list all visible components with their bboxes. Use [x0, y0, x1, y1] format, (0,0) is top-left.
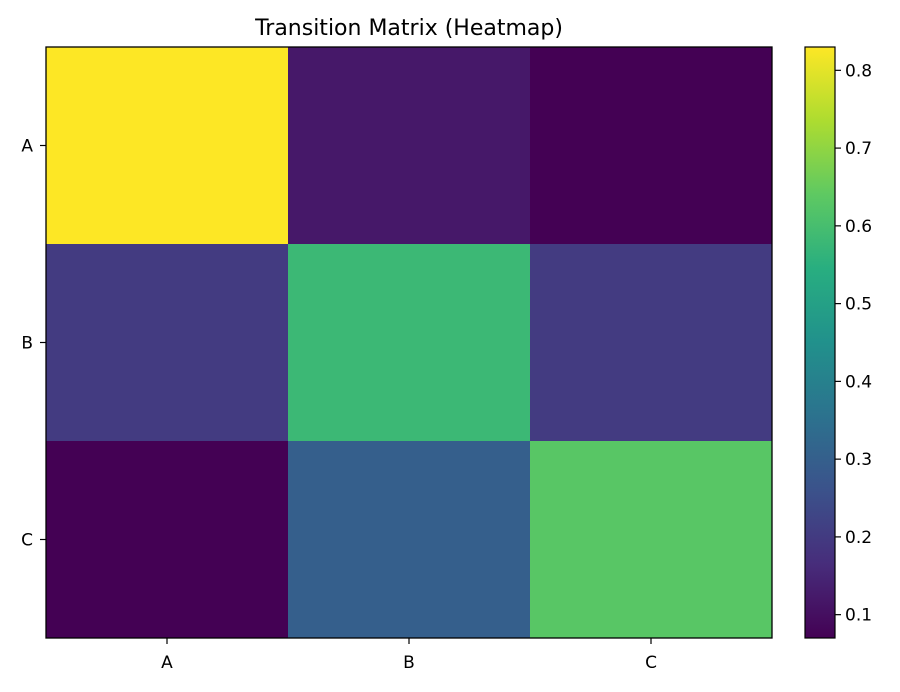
colorbar-tick-label: 0.2 — [845, 528, 872, 548]
y-tick-label: B — [21, 334, 33, 354]
colorbar-tick-label: 0.4 — [845, 372, 872, 392]
heatmap-cell — [288, 441, 531, 639]
chart-title: Transition Matrix (Heatmap) — [254, 16, 563, 41]
colorbar-tick-label: 0.6 — [845, 217, 872, 237]
y-tick-label: C — [21, 531, 33, 551]
x-tick-label: A — [161, 653, 173, 673]
x-tick-label: C — [645, 653, 657, 673]
heatmap-cell — [46, 47, 289, 245]
y-axis: A B C — [21, 137, 46, 551]
heatmap-cell — [288, 47, 531, 245]
heatmap-cell — [530, 47, 773, 245]
heatmap-cell — [46, 244, 289, 442]
heatmap-cells — [46, 47, 773, 639]
x-axis: A B C — [161, 638, 657, 673]
colorbar-tick-label: 0.8 — [845, 61, 872, 81]
colorbar — [804, 46, 836, 639]
heatmap-cell — [288, 244, 531, 442]
colorbar-tick-label: 0.5 — [845, 295, 872, 315]
heatmap-cell — [46, 441, 289, 639]
colorbar-axis: 0.1 0.2 0.3 0.4 0.5 0.6 0.7 0.8 — [835, 61, 872, 626]
x-tick-label: B — [403, 653, 415, 673]
heatmap-cell — [530, 441, 773, 639]
heatmap-cell — [530, 244, 773, 442]
colorbar-tick-label: 0.3 — [845, 450, 872, 470]
colorbar-tick-label: 0.1 — [845, 606, 872, 626]
colorbar-tick-label: 0.7 — [845, 139, 872, 159]
y-tick-label: A — [21, 137, 33, 157]
